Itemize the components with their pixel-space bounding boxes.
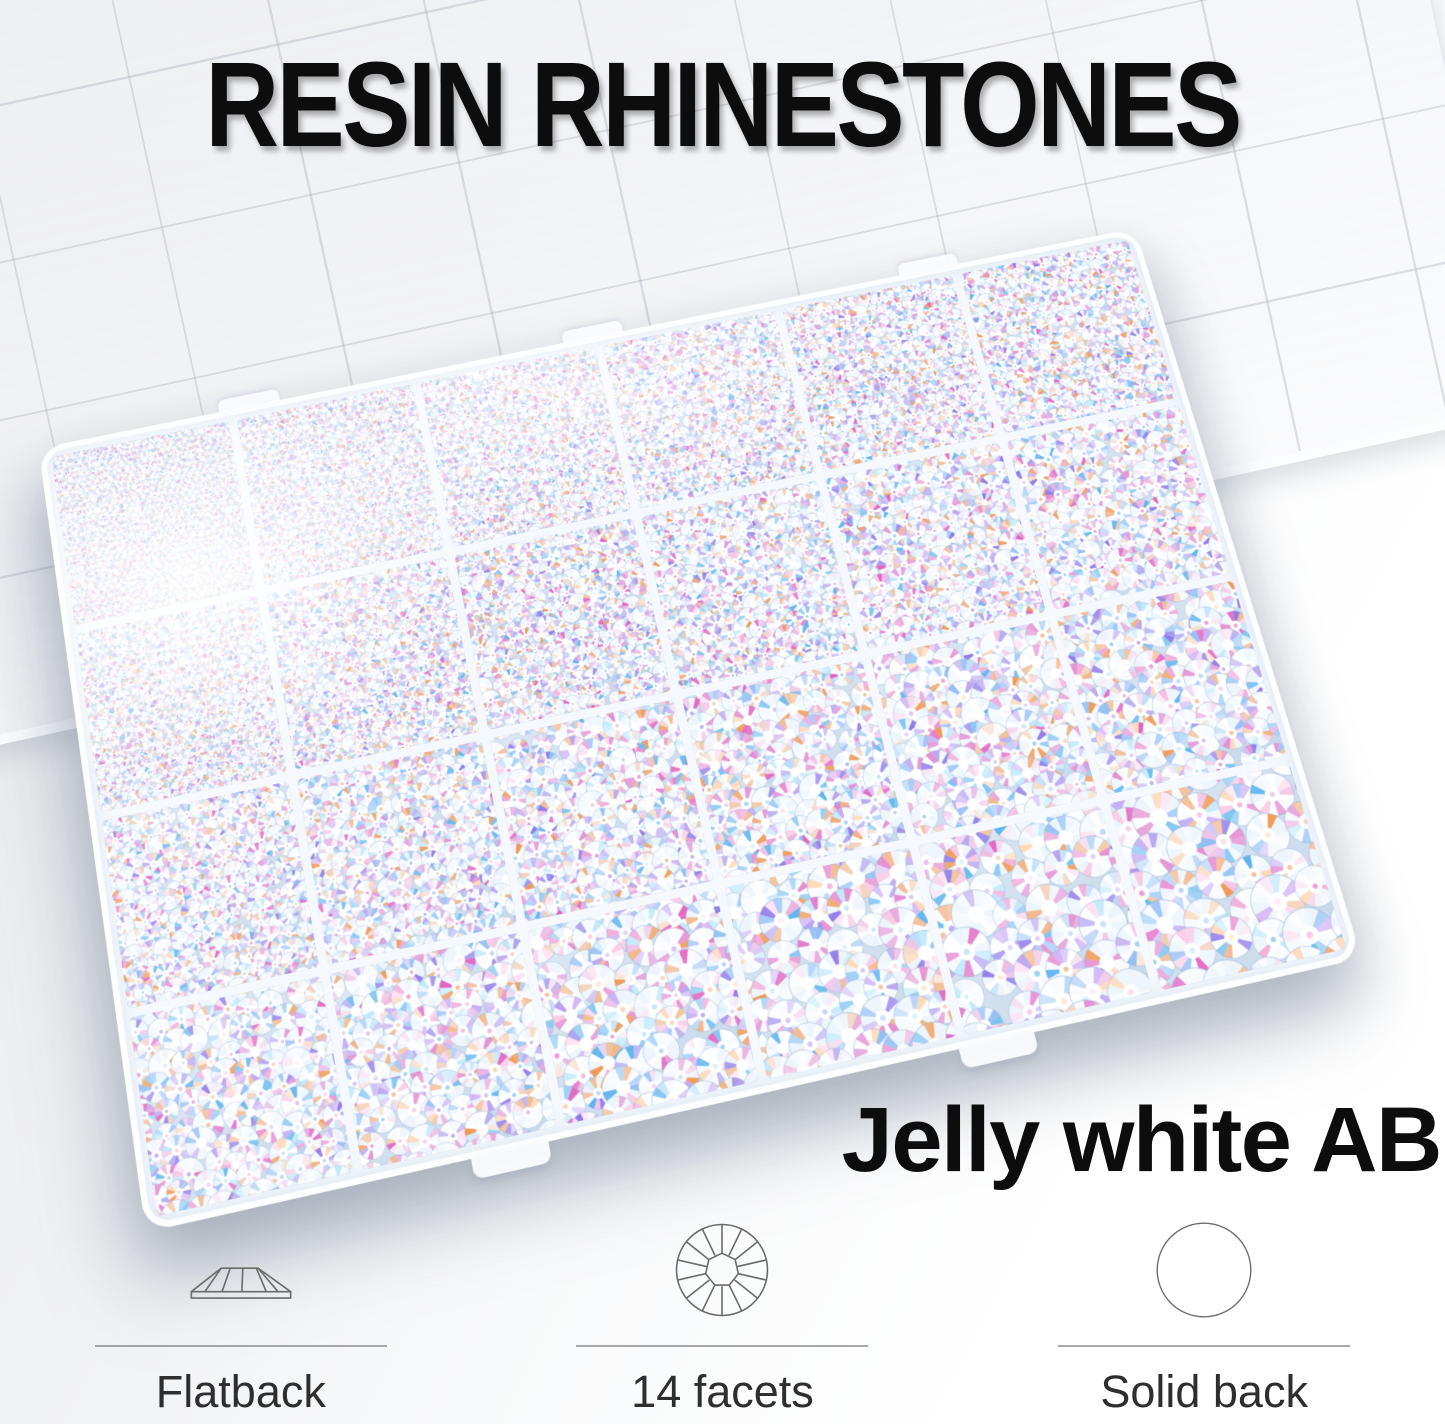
solid-back-circle-icon bbox=[1156, 1222, 1252, 1317]
rhinestones-canvas bbox=[76, 596, 287, 812]
compartment bbox=[528, 889, 758, 1125]
flatback-icon bbox=[185, 1211, 297, 1329]
rhinestones-canvas bbox=[129, 975, 354, 1217]
rhinestones-canvas bbox=[1056, 580, 1287, 795]
rhinestones-canvas bbox=[681, 659, 907, 879]
feature-divider bbox=[1058, 1344, 1351, 1347]
compartment bbox=[602, 311, 815, 509]
compartment bbox=[101, 780, 320, 1009]
compartment bbox=[297, 739, 518, 965]
rhinestones-canvas bbox=[528, 889, 758, 1125]
compartment bbox=[129, 975, 354, 1217]
rhinestones-canvas bbox=[824, 443, 1046, 649]
rhinestones-canvas bbox=[237, 384, 445, 587]
compartment bbox=[782, 275, 997, 471]
rhinestones-canvas bbox=[329, 932, 557, 1170]
feature-divider bbox=[576, 1344, 869, 1347]
compartment bbox=[237, 384, 445, 587]
compartment bbox=[1006, 405, 1230, 610]
compartment bbox=[1108, 763, 1347, 991]
feature-label: 14 facets bbox=[631, 1365, 814, 1417]
feature-flatback: Flatback bbox=[94, 1211, 387, 1423]
compartment bbox=[824, 443, 1046, 649]
rhinestones-canvas bbox=[917, 805, 1153, 1035]
compartment bbox=[51, 421, 257, 626]
compartment bbox=[266, 557, 480, 771]
rhinestones-canvas bbox=[724, 847, 957, 1079]
rhinestones-canvas bbox=[959, 240, 1177, 434]
compartment bbox=[454, 518, 671, 730]
compartment bbox=[490, 699, 713, 922]
rhinestones-canvas bbox=[51, 421, 257, 626]
compartment bbox=[1056, 580, 1287, 795]
compartment bbox=[959, 240, 1177, 434]
feature-divider bbox=[94, 1344, 387, 1347]
rhinestones-canvas bbox=[1006, 405, 1230, 610]
rhinestones-canvas bbox=[420, 347, 631, 548]
page-title: RESIN RHINESTONES bbox=[205, 36, 1242, 172]
compartment bbox=[329, 932, 557, 1170]
rhinestones-canvas bbox=[266, 557, 480, 771]
rhinestones-canvas bbox=[640, 480, 860, 689]
feature-solid-back: Solid back bbox=[1058, 1211, 1351, 1423]
feature-14-facets: 14 facets bbox=[576, 1211, 869, 1423]
rhinestones-canvas bbox=[602, 311, 815, 509]
solid-back-icon bbox=[1150, 1211, 1258, 1329]
compartment bbox=[870, 619, 1098, 837]
compartment bbox=[917, 805, 1153, 1035]
rhinestones-canvas bbox=[297, 739, 518, 965]
14-facets-icon bbox=[669, 1211, 775, 1329]
compartment bbox=[420, 347, 631, 548]
latch-tab bbox=[958, 1031, 1040, 1070]
features-row: Flatback 14 facets Solid back bbox=[0, 1211, 1445, 1423]
feature-label: Solid back bbox=[1100, 1365, 1308, 1417]
latch-tab bbox=[470, 1140, 553, 1180]
rhinestones-canvas bbox=[490, 699, 713, 922]
rhinestones-canvas bbox=[101, 780, 320, 1009]
rhinestones-canvas bbox=[454, 518, 671, 730]
feature-label: Flatback bbox=[155, 1365, 326, 1417]
rhinestones-canvas bbox=[782, 275, 997, 471]
compartment bbox=[640, 480, 860, 689]
rhinestones-canvas bbox=[870, 619, 1098, 837]
compartment bbox=[681, 659, 907, 879]
compartment bbox=[76, 596, 287, 812]
compartment bbox=[724, 847, 957, 1079]
flatback-side-profile-icon bbox=[190, 1267, 292, 1299]
rhinestones-canvas bbox=[1108, 763, 1347, 991]
14-facet-top-view-icon bbox=[676, 1223, 769, 1316]
variant-label: Jelly white AB bbox=[841, 1089, 1443, 1191]
